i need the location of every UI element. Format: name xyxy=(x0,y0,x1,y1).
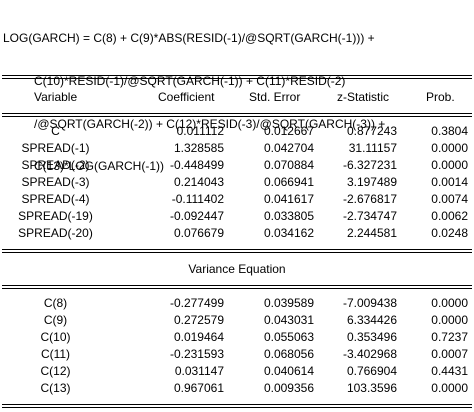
equation-line: LOG(GARCH) = C(8) + C(9)*ABS(RESID(-1)/@… xyxy=(3,31,375,46)
table-row: C(11) -0.231593 0.068056 -3.402968 0.000… xyxy=(0,345,474,363)
z-statistic-cell: -3.402968 xyxy=(342,347,397,361)
std-error-cell: 0.068056 xyxy=(263,347,314,361)
std-error-cell: 0.039589 xyxy=(263,296,314,310)
equation-line: C(13)*LOG(GARCH(-1)) xyxy=(34,159,165,174)
variable-cell: SPREAD(-20) xyxy=(18,226,93,240)
prob-cell: 0.0007 xyxy=(431,347,468,361)
coefficient-cell: -0.448499 xyxy=(169,158,224,172)
std-error-cell: 0.033805 xyxy=(263,209,314,223)
header-variable: Variable xyxy=(34,90,78,104)
table-row: C(12) 0.031147 0.040614 0.766904 0.4431 xyxy=(0,362,474,380)
table-row: SPREAD(-20) 0.076679 0.034162 2.244581 0… xyxy=(0,224,474,242)
header-std-error: Std. Error xyxy=(249,90,301,104)
std-error-cell: 0.042704 xyxy=(263,141,314,155)
table-row: SPREAD(-4) -0.111402 0.041617 -2.676817 … xyxy=(0,190,474,208)
std-error-cell: 0.041617 xyxy=(263,192,314,206)
table-row: SPREAD(-19) -0.092447 0.033805 -2.734747… xyxy=(0,207,474,225)
coefficient-cell: 0.272579 xyxy=(173,313,224,327)
prob-cell: 0.0000 xyxy=(431,296,468,310)
z-statistic-cell: 6.334426 xyxy=(346,313,397,327)
z-statistic-cell: -7.009438 xyxy=(342,296,397,310)
table-row: C(10) 0.019464 0.055063 0.353496 0.7237 xyxy=(0,328,474,346)
z-statistic-cell: -2.676817 xyxy=(342,192,397,206)
variable-cell: SPREAD(-1) xyxy=(21,141,90,155)
header-bottom-rule xyxy=(2,113,472,117)
coefficient-cell: 0.076679 xyxy=(173,226,224,240)
header-z-statistic: z-Statistic xyxy=(337,90,390,104)
equation-line: C(10)*RESID(-1)/@SQRT(GARCH(-1)) + C(11)… xyxy=(34,74,346,88)
z-statistic-cell: 0.877243 xyxy=(346,124,397,138)
variable-cell: C(9) xyxy=(43,313,68,327)
coefficient-cell: 0.019464 xyxy=(173,330,224,344)
z-statistic-cell: 2.244581 xyxy=(346,226,397,240)
coefficient-cell: -0.231593 xyxy=(169,347,224,361)
table-top-rule xyxy=(2,75,472,79)
table-row: SPREAD(-1) 1.328585 0.042704 31.11157 0.… xyxy=(0,139,474,157)
std-error-cell: 0.043031 xyxy=(263,313,314,327)
z-statistic-cell: 0.353496 xyxy=(346,330,397,344)
prob-cell: 0.0000 xyxy=(431,158,468,172)
std-error-cell: 0.066941 xyxy=(263,175,314,189)
coefficient-cell: 0.011112 xyxy=(176,124,224,138)
std-error-cell: 0.034162 xyxy=(263,226,314,240)
table-row: C 0.011112 0.012667 0.877243 0.3804 xyxy=(0,122,474,140)
header-coefficient: Coefficient xyxy=(158,90,215,104)
prob-cell: 0.0062 xyxy=(431,209,468,223)
coefficient-cell: -0.111402 xyxy=(171,192,224,206)
variance-equation-title: Variance Equation xyxy=(188,262,286,276)
coefficient-cell: 0.967061 xyxy=(173,381,224,395)
z-statistic-cell: -6.327231 xyxy=(342,158,397,172)
std-error-cell: 0.070884 xyxy=(263,158,314,172)
variable-cell: C xyxy=(51,124,60,138)
table-row: C(13) 0.967061 0.009356 103.3596 0.0000 xyxy=(0,379,474,397)
variable-cell: SPREAD(-19) xyxy=(18,209,93,223)
variance-equation-specification: LOG(GARCH) = C(8) + C(9)*ABS(RESID(-1)/@… xyxy=(3,3,471,188)
section-divider-rule xyxy=(2,249,472,253)
table-bottom-rule xyxy=(2,404,472,408)
header-prob: Prob. xyxy=(426,90,455,104)
variable-cell: SPREAD(-2) xyxy=(21,158,90,172)
coefficient-cell: 0.214043 xyxy=(173,175,224,189)
coefficient-cell: -0.092447 xyxy=(169,209,224,223)
variable-cell: C(12) xyxy=(40,364,71,378)
variable-cell: C(11) xyxy=(40,347,71,361)
variable-cell: C(8) xyxy=(43,296,68,310)
prob-cell: 0.7237 xyxy=(431,330,468,344)
z-statistic-cell: 0.766904 xyxy=(346,364,397,378)
std-error-cell: 0.055063 xyxy=(263,330,314,344)
z-statistic-cell: 3.197489 xyxy=(346,175,397,189)
table-header-row: Variable Coefficient Std. Error z-Statis… xyxy=(0,88,474,106)
variable-cell: C(10) xyxy=(40,330,71,344)
std-error-cell: 0.040614 xyxy=(263,364,314,378)
table-row: C(9) 0.272579 0.043031 6.334426 0.0000 xyxy=(0,311,474,329)
variable-cell: SPREAD(-4) xyxy=(21,192,90,206)
prob-cell: 0.4431 xyxy=(431,364,468,378)
z-statistic-cell: 103.3596 xyxy=(346,381,397,395)
prob-cell: 0.0000 xyxy=(431,381,468,395)
prob-cell: 0.0000 xyxy=(431,313,468,327)
table-row: SPREAD(-2) -0.448499 0.070884 -6.327231 … xyxy=(0,156,474,174)
prob-cell: 0.0074 xyxy=(431,192,468,206)
prob-cell: 0.3804 xyxy=(431,124,468,138)
prob-cell: 0.0000 xyxy=(431,141,468,155)
table-row: SPREAD(-3) 0.214043 0.066941 3.197489 0.… xyxy=(0,173,474,191)
variable-cell: SPREAD(-3) xyxy=(21,175,90,189)
equation-line: /@SQRT(GARCH(-2)) + C(12)*RESID(-3)/@SQR… xyxy=(34,116,386,131)
coefficient-cell: -0.277499 xyxy=(169,296,224,310)
table-row: C(8) -0.277499 0.039589 -7.009438 0.0000 xyxy=(0,294,474,312)
z-statistic-cell: 31.11157 xyxy=(348,141,397,155)
std-error-cell: 0.012667 xyxy=(263,124,314,138)
variable-cell: C(13) xyxy=(40,381,71,395)
section-title-bottom-rule xyxy=(2,285,472,289)
prob-cell: 0.0014 xyxy=(431,175,468,189)
prob-cell: 0.0248 xyxy=(431,226,468,240)
coefficient-cell: 0.031147 xyxy=(174,364,224,378)
z-statistic-cell: -2.734747 xyxy=(342,209,397,223)
coefficient-cell: 1.328585 xyxy=(173,141,224,155)
std-error-cell: 0.009356 xyxy=(263,381,314,395)
